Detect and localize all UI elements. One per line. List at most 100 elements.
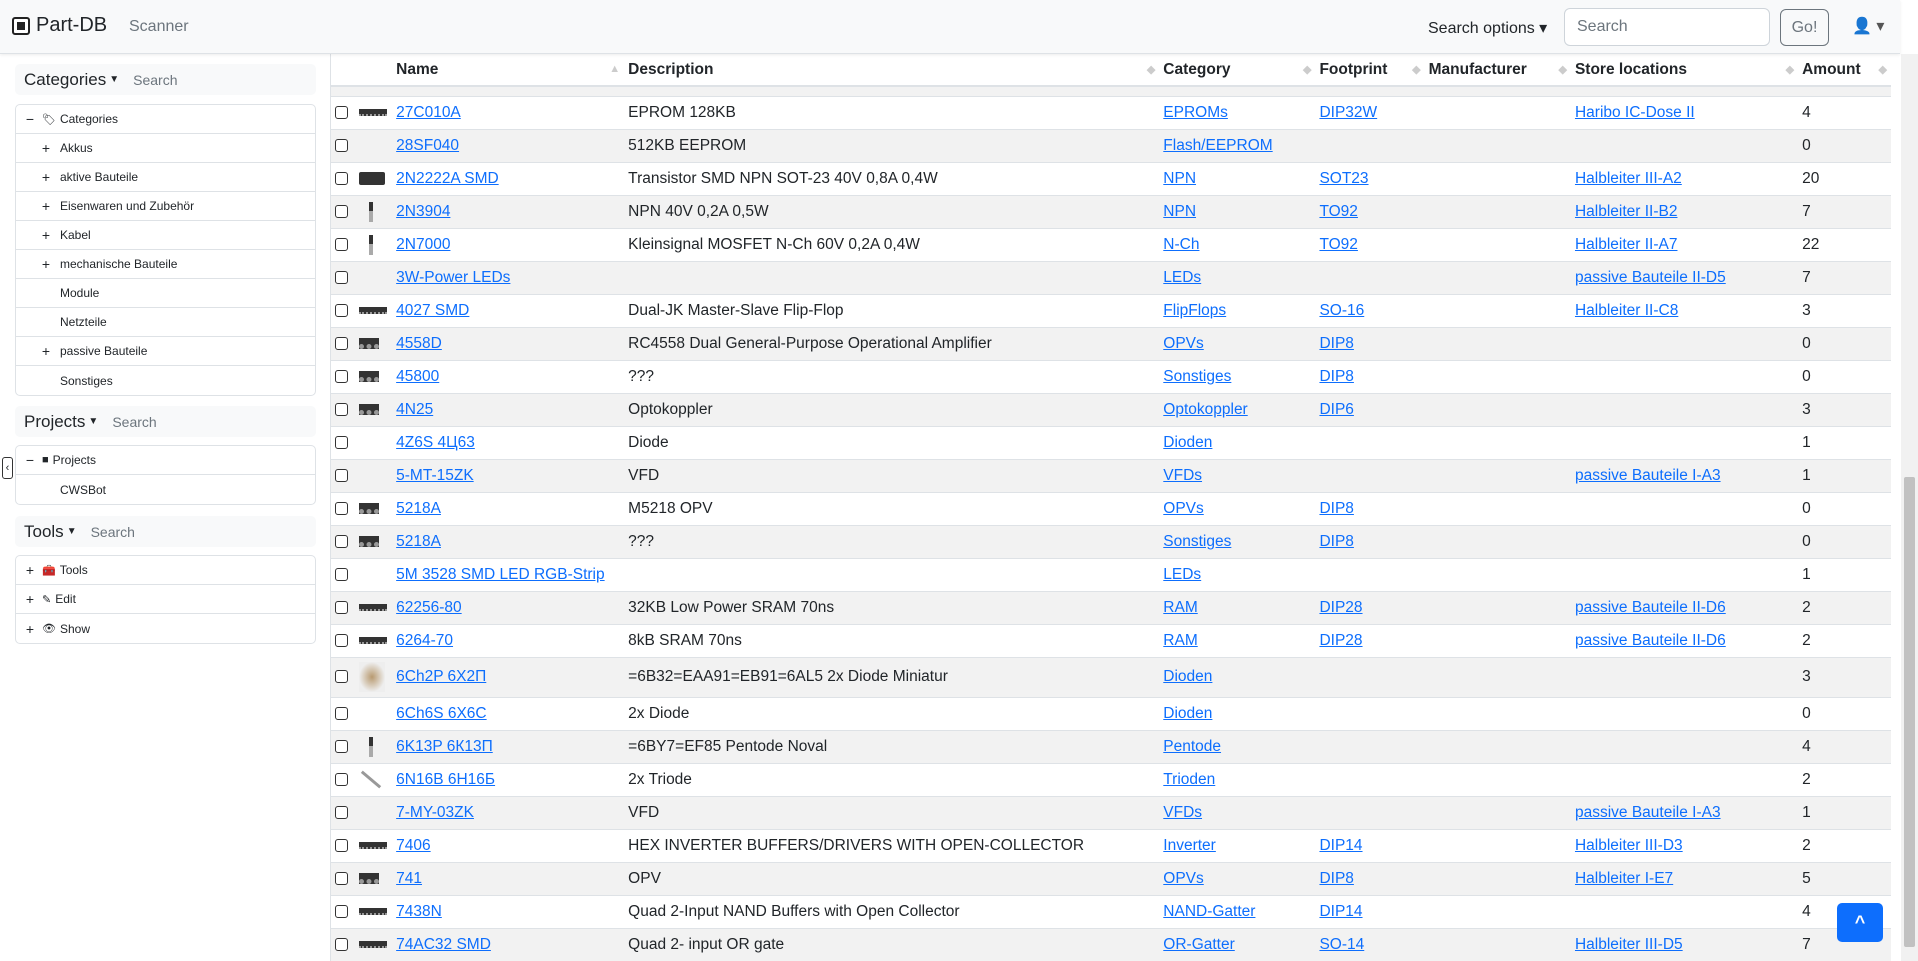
tree-item[interactable]: − 🏷 Categories bbox=[16, 105, 315, 134]
category-link[interactable]: Flash/EEPROM bbox=[1163, 136, 1273, 154]
table-row[interactable]: 6K13P 6К13П =6BY7=EF85 Pentode Noval Pen… bbox=[331, 730, 1891, 764]
footprint-link[interactable]: DIP14 bbox=[1319, 902, 1363, 920]
projects-search-input[interactable]: Search bbox=[112, 413, 157, 430]
category-link[interactable]: RAM bbox=[1163, 598, 1198, 616]
collapse-icon[interactable]: − bbox=[25, 452, 35, 468]
category-link[interactable]: NPN bbox=[1163, 202, 1197, 220]
row-checkbox[interactable] bbox=[335, 838, 348, 852]
part-thumbnail-dip8[interactable] bbox=[359, 403, 380, 415]
tree-item[interactable]: Sonstiges bbox=[16, 366, 315, 395]
sort-icon[interactable]: ◆ bbox=[1146, 64, 1156, 76]
footprint-link[interactable]: TO92 bbox=[1319, 202, 1358, 220]
expand-icon[interactable]: + bbox=[41, 256, 51, 272]
category-link[interactable]: Sonstiges bbox=[1163, 532, 1232, 550]
row-checkbox[interactable] bbox=[335, 706, 348, 720]
category-link[interactable]: EPROMs bbox=[1163, 103, 1228, 121]
part-thumbnail-dip8[interactable] bbox=[359, 535, 380, 547]
part-name-link[interactable]: 2N7000 bbox=[396, 235, 451, 253]
storage-location-link[interactable]: Halbleiter I-E7 bbox=[1574, 869, 1674, 887]
sort-icon[interactable]: ◆ bbox=[1878, 64, 1887, 76]
part-name-link[interactable]: 5-MT-15ZK bbox=[396, 466, 474, 484]
category-link[interactable]: NPN bbox=[1163, 169, 1197, 187]
part-thumbnail-tube[interactable] bbox=[359, 662, 386, 692]
table-row[interactable]: 5218A ??? Sonstiges DIP8 0 bbox=[331, 525, 1891, 559]
tree-item[interactable]: CWSBot bbox=[16, 475, 315, 504]
table-row[interactable]: 4Z6S 4Ц63 Diode Dioden 1 bbox=[331, 426, 1891, 460]
part-thumbnail-dip8[interactable] bbox=[359, 872, 380, 884]
column-header[interactable]: Category ◆ bbox=[1159, 54, 1316, 87]
part-thumbnail-dip8[interactable] bbox=[359, 337, 380, 349]
row-checkbox[interactable] bbox=[335, 739, 348, 753]
search-go-button[interactable]: Go! bbox=[1780, 9, 1829, 46]
footprint-link[interactable]: TO92 bbox=[1319, 235, 1358, 253]
tree-item[interactable]: + Akkus bbox=[16, 134, 315, 163]
tree-item[interactable]: Module bbox=[16, 279, 315, 308]
footprint-link[interactable]: DIP8 bbox=[1319, 499, 1354, 517]
sort-icon[interactable]: ▲ bbox=[609, 63, 621, 75]
row-checkbox[interactable] bbox=[335, 105, 348, 119]
part-name-link[interactable]: 4558D bbox=[396, 334, 442, 352]
row-checkbox[interactable] bbox=[335, 871, 348, 885]
part-name-link[interactable]: 5218A bbox=[396, 532, 441, 550]
row-checkbox[interactable] bbox=[335, 567, 348, 581]
row-checkbox[interactable] bbox=[335, 270, 348, 284]
expand-icon[interactable]: + bbox=[41, 343, 51, 359]
storage-location-link[interactable]: Halbleiter II-A7 bbox=[1574, 235, 1678, 253]
row-checkbox[interactable] bbox=[335, 204, 348, 218]
storage-location-link[interactable]: passive Bauteile II-D5 bbox=[1574, 268, 1726, 286]
storage-location-link[interactable]: Halbleiter III-D5 bbox=[1574, 935, 1683, 953]
part-thumbnail-dip[interactable] bbox=[359, 636, 388, 644]
part-name-link[interactable]: 6N16B 6Н16Б bbox=[396, 770, 496, 788]
table-row[interactable]: 4558D RC4558 Dual General-Purpose Operat… bbox=[331, 327, 1891, 361]
part-name-link[interactable]: 6K13P 6К13П bbox=[396, 737, 493, 755]
row-checkbox[interactable] bbox=[335, 303, 348, 317]
storage-location-link[interactable]: passive Bauteile I-A3 bbox=[1574, 466, 1721, 484]
part-name-link[interactable]: 7438N bbox=[396, 902, 442, 920]
category-link[interactable]: LEDs bbox=[1163, 268, 1202, 286]
tree-item[interactable]: + ✎ Edit bbox=[16, 585, 315, 614]
table-row[interactable]: 5218A M5218 OPV OPVs DIP8 0 bbox=[331, 492, 1891, 526]
storage-location-link[interactable]: Halbleiter II-B2 bbox=[1574, 202, 1678, 220]
table-row[interactable]: 4N25 Optokoppler Optokoppler DIP6 3 bbox=[331, 393, 1891, 427]
expand-icon[interactable]: + bbox=[41, 227, 51, 243]
part-name-link[interactable]: 62256-80 bbox=[396, 598, 462, 616]
categories-search-input[interactable]: Search bbox=[133, 71, 178, 88]
table-row[interactable]: 45800 ??? Sonstiges DIP8 0 bbox=[331, 360, 1891, 394]
table-row[interactable]: 2N7000 Kleinsignal MOSFET N-Ch 60V 0,2A … bbox=[331, 228, 1891, 262]
expand-icon[interactable]: + bbox=[41, 198, 51, 214]
row-checkbox[interactable] bbox=[335, 468, 348, 482]
footprint-link[interactable]: DIP14 bbox=[1319, 836, 1363, 854]
row-checkbox[interactable] bbox=[335, 937, 348, 951]
table-row[interactable]: 27C010A EPROM 128KB EPROMs DIP32W Haribo … bbox=[331, 96, 1891, 130]
category-link[interactable]: VFDs bbox=[1163, 803, 1203, 821]
table-row[interactable]: 62256-80 32KB Low Power SRAM 70ns RAM DIP… bbox=[331, 591, 1891, 625]
part-name-link[interactable]: 6264-70 bbox=[396, 631, 454, 649]
category-link[interactable]: Inverter bbox=[1163, 836, 1216, 854]
part-thumbnail-to92[interactable] bbox=[369, 201, 374, 222]
table-row[interactable]: 6N16B 6Н16Б 2x Triode Trioden 2 bbox=[331, 763, 1891, 797]
table-row[interactable]: 4027 SMD Dual-JK Master-Slave Flip-Flop … bbox=[331, 294, 1891, 328]
category-link[interactable]: Dioden bbox=[1163, 433, 1213, 451]
row-checkbox[interactable] bbox=[335, 435, 348, 449]
column-header[interactable]: Amount ◆ bbox=[1798, 54, 1891, 87]
brand-link[interactable]: Part-DB bbox=[12, 14, 107, 37]
category-link[interactable]: FlipFlops bbox=[1163, 301, 1227, 319]
part-name-link[interactable]: 45800 bbox=[396, 367, 440, 385]
category-link[interactable]: OPVs bbox=[1163, 869, 1204, 887]
tree-item[interactable]: + Kabel bbox=[16, 221, 315, 250]
storage-location-link[interactable]: Halbleiter III-D3 bbox=[1574, 836, 1683, 854]
storage-location-link[interactable]: passive Bauteile I-A3 bbox=[1574, 803, 1721, 821]
footprint-link[interactable]: SO-14 bbox=[1319, 935, 1365, 953]
row-checkbox[interactable] bbox=[335, 138, 348, 152]
footprint-link[interactable]: DIP28 bbox=[1319, 631, 1363, 649]
part-thumbnail-dip8[interactable] bbox=[359, 502, 380, 514]
category-link[interactable]: VFDs bbox=[1163, 466, 1203, 484]
tree-item[interactable]: − ■ Projects bbox=[16, 446, 315, 475]
table-row[interactable]: 7-MY-03ZK VFD VFDs passive Bauteile I-A3… bbox=[331, 796, 1891, 830]
row-checkbox[interactable] bbox=[335, 772, 348, 786]
tree-item[interactable]: Netzteile bbox=[16, 308, 315, 337]
category-link[interactable]: Dioden bbox=[1163, 668, 1213, 685]
category-link[interactable]: LEDs bbox=[1163, 565, 1202, 583]
back-to-top-button[interactable]: ^ bbox=[1837, 903, 1883, 942]
table-row[interactable]: 6264-70 8kB SRAM 70ns RAM DIP28 passive B… bbox=[331, 624, 1891, 658]
